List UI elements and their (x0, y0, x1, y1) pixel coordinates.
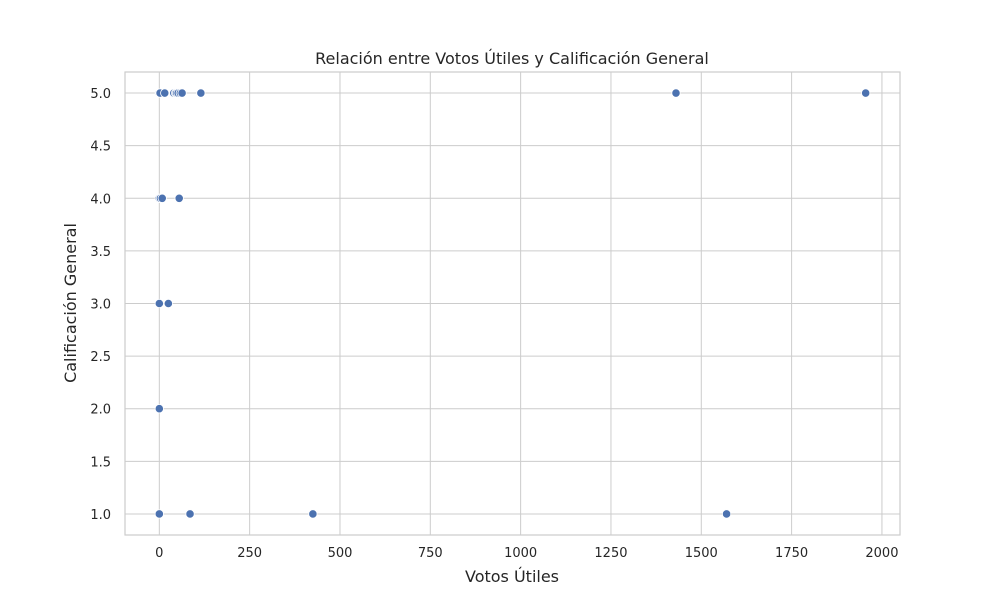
y-tick-label: 4.5 (90, 140, 111, 155)
y-tick-label: 1.0 (90, 508, 111, 523)
data-point (671, 88, 681, 98)
x-tick-label: 1000 (504, 546, 537, 561)
data-point (154, 509, 164, 519)
data-point (154, 404, 164, 414)
data-point (154, 298, 164, 309)
y-tick-label: 5.0 (90, 87, 111, 102)
y-axis-ticks: 1.0 1.5 2.0 2.5 3.0 3.5 4.0 4.5 5.0 (90, 87, 111, 523)
y-tick-label: 3.0 (90, 298, 111, 313)
y-tick-label: 1.5 (90, 455, 111, 470)
data-point (185, 509, 195, 519)
plot-frame (124, 71, 901, 536)
x-tick-label: 250 (237, 546, 262, 561)
x-tick-label: 1500 (685, 546, 718, 561)
y-tick-label: 4.0 (90, 192, 111, 207)
data-point (861, 88, 871, 98)
grid (125, 72, 900, 535)
y-tick-label: 2.5 (90, 350, 111, 365)
x-axis-label: Votos Útiles (465, 567, 559, 586)
data-point (174, 193, 184, 203)
x-tick-label: 500 (328, 546, 353, 561)
data-points (154, 88, 871, 519)
data-point (160, 88, 170, 98)
data-point (163, 298, 173, 309)
x-tick-label: 750 (418, 546, 443, 561)
chart-title: Relación entre Votos Útiles y Calificaci… (315, 49, 709, 68)
x-tick-label: 1250 (594, 546, 627, 561)
x-tick-label: 2000 (865, 546, 898, 561)
y-tick-label: 2.0 (90, 403, 111, 418)
data-point (177, 88, 187, 98)
data-point (157, 193, 167, 203)
x-axis-ticks: 0 250 500 750 1000 1250 1500 1750 2000 (155, 546, 898, 561)
x-tick-label: 0 (155, 546, 163, 561)
y-axis-label: Calificación General (61, 223, 80, 383)
data-point (721, 509, 732, 519)
y-tick-label: 3.5 (90, 245, 111, 260)
data-point (308, 509, 318, 519)
data-point (196, 88, 206, 98)
x-tick-label: 1750 (775, 546, 808, 561)
